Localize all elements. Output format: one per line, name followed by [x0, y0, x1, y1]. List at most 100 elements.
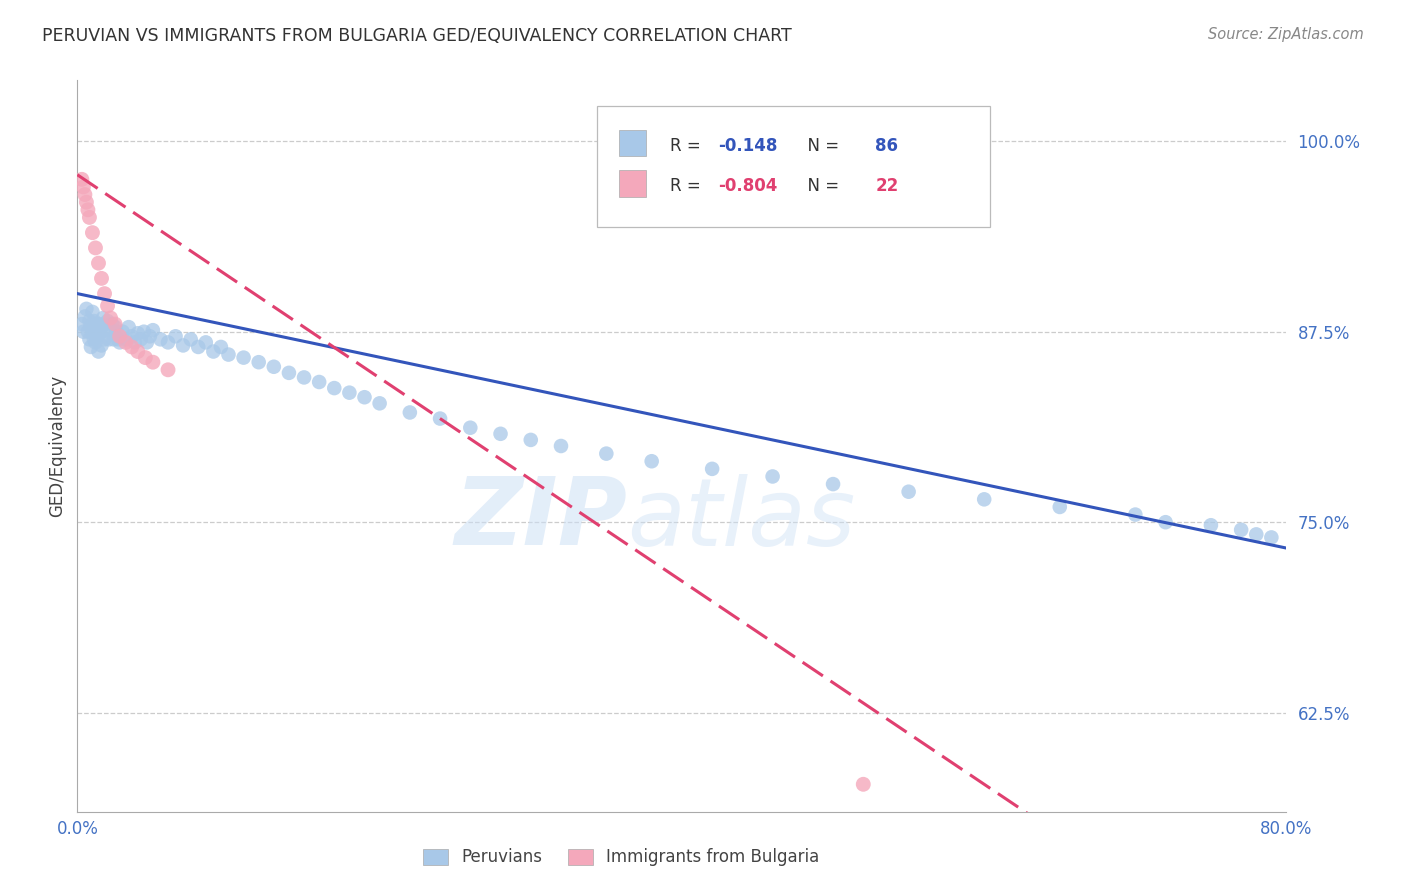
Text: 86: 86 [876, 137, 898, 155]
Text: -0.804: -0.804 [718, 178, 778, 195]
Point [100, 323, 122, 337]
Point [98, 332, 121, 346]
Point [460, 421, 482, 435]
Point [142, 323, 165, 337]
Point [129, 332, 152, 346]
Point [103, 332, 125, 346]
Point [104, 320, 127, 334]
Point [101, 317, 124, 331]
Point [73, 187, 96, 202]
Point [80, 320, 103, 334]
Point [139, 329, 162, 343]
Text: Source: ZipAtlas.com: Source: ZipAtlas.com [1208, 27, 1364, 42]
Point [132, 325, 155, 339]
Point [595, 447, 617, 461]
Point [118, 320, 141, 334]
FancyBboxPatch shape [619, 130, 645, 156]
Point [165, 329, 187, 343]
Point [72, 180, 94, 194]
Point [149, 332, 172, 346]
Point [94, 323, 117, 337]
Point [263, 359, 285, 374]
Point [107, 332, 129, 346]
Point [111, 325, 134, 339]
FancyBboxPatch shape [598, 106, 990, 227]
Point [90, 338, 112, 352]
Point [520, 433, 543, 447]
Point [124, 335, 146, 350]
Point [70, 317, 93, 331]
Point [852, 777, 875, 791]
Point [339, 385, 360, 400]
Point [157, 363, 180, 377]
Point [127, 326, 149, 341]
Text: atlas: atlas [627, 474, 856, 565]
Text: ZIP: ZIP [454, 473, 627, 566]
Point [93, 286, 115, 301]
Point [100, 311, 122, 326]
Point [702, 462, 724, 476]
Point [79, 332, 101, 346]
Point [87, 256, 110, 270]
Point [93, 332, 115, 346]
Point [96, 299, 118, 313]
Point [1154, 515, 1177, 529]
Text: PERUVIAN VS IMMIGRANTS FROM BULGARIA GED/EQUIVALENCY CORRELATION CHART: PERUVIAN VS IMMIGRANTS FROM BULGARIA GED… [42, 27, 792, 45]
Point [308, 375, 330, 389]
Point [973, 492, 995, 507]
Point [87, 323, 110, 337]
Point [762, 469, 785, 483]
Point [209, 340, 232, 354]
Point [90, 271, 112, 285]
Point [114, 335, 136, 350]
Point [127, 344, 149, 359]
Point [86, 317, 108, 331]
Point [157, 335, 180, 350]
Point [121, 329, 143, 343]
Point [550, 439, 572, 453]
Point [218, 348, 240, 362]
FancyBboxPatch shape [619, 170, 645, 196]
Point [91, 311, 114, 326]
Point [187, 340, 209, 354]
Point [87, 344, 110, 359]
Point [77, 202, 100, 217]
Point [1246, 527, 1268, 541]
Point [75, 195, 97, 210]
Point [897, 484, 920, 499]
Point [80, 340, 103, 354]
Point [1199, 518, 1222, 533]
Point [202, 344, 225, 359]
Point [323, 381, 346, 395]
Point [82, 325, 104, 339]
Text: -0.148: -0.148 [718, 137, 778, 155]
Point [368, 396, 391, 410]
Point [232, 351, 254, 365]
Legend: Peruvians, Immigrants from Bulgaria: Peruvians, Immigrants from Bulgaria [416, 841, 827, 873]
Point [79, 314, 101, 328]
Point [73, 310, 96, 324]
Point [194, 335, 217, 350]
Point [108, 335, 131, 350]
Point [105, 325, 128, 339]
Point [135, 335, 157, 350]
Point [180, 332, 202, 346]
Point [134, 351, 156, 365]
Point [172, 338, 194, 352]
Point [489, 426, 512, 441]
Point [84, 241, 107, 255]
Point [83, 314, 105, 328]
Point [1049, 500, 1071, 514]
Text: R =: R = [669, 178, 706, 195]
Y-axis label: GED/Equivalency: GED/Equivalency [48, 375, 66, 517]
Point [72, 325, 94, 339]
Point [79, 211, 101, 225]
Point [84, 335, 107, 350]
Point [75, 301, 97, 316]
Point [86, 329, 108, 343]
Point [96, 314, 118, 328]
Text: N =: N = [797, 178, 844, 195]
Point [121, 340, 143, 354]
Point [77, 325, 100, 339]
Point [108, 329, 131, 343]
